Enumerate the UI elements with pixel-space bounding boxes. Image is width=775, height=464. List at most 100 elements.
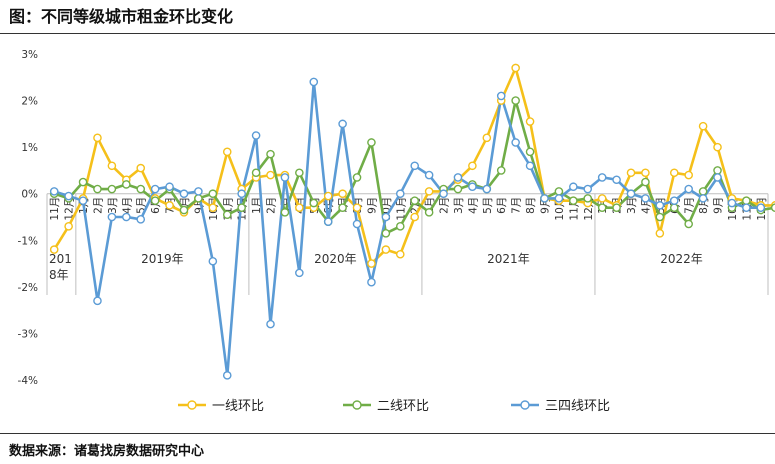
- data-point-series-3: [453, 173, 463, 182]
- data-point-series-3: [251, 131, 261, 140]
- data-point-series-2: [511, 96, 520, 105]
- data-point-series-3: [439, 189, 448, 199]
- data-point-series-2: [93, 184, 102, 194]
- data-point-series-1: [107, 161, 117, 171]
- data-point-series-2: [280, 208, 290, 217]
- x-tick-label: 2月: [266, 197, 278, 214]
- data-point-series-2: [525, 147, 535, 157]
- data-point-series-1: [295, 203, 304, 212]
- x-tick-label: 11月: [49, 197, 61, 221]
- data-point-series-1: [165, 201, 174, 210]
- data-point-series-3: [684, 184, 693, 194]
- data-point-series-3: [698, 194, 708, 203]
- y-tick-label: -3%: [18, 328, 38, 340]
- data-point-series-3: [511, 138, 520, 147]
- data-point-series-1: [49, 245, 59, 254]
- data-point-series-3: [424, 170, 434, 180]
- legend-swatch-marker: [352, 400, 362, 410]
- x-tick-label: 3月: [626, 197, 638, 214]
- data-point-series-2: [496, 166, 506, 175]
- data-point-series-2: [698, 187, 708, 196]
- data-point-series-2: [655, 212, 665, 222]
- x-tick-label: 12月: [64, 197, 76, 221]
- data-point-series-3: [612, 175, 621, 185]
- data-point-series-3: [367, 277, 376, 287]
- legend-label: 一线环比: [212, 399, 264, 414]
- data-point-series-2: [569, 196, 578, 205]
- data-point-series-1: [626, 168, 636, 178]
- data-point-series-1: [511, 63, 520, 73]
- x-tick-label: 7月: [684, 197, 696, 214]
- data-point-series-3: [309, 77, 319, 87]
- data-point-series-2: [352, 173, 362, 182]
- data-point-series-2: [583, 194, 593, 203]
- data-point-series-1: [713, 142, 722, 152]
- y-tick-label: 1%: [21, 142, 38, 154]
- year-label: 2021年: [487, 252, 530, 266]
- year-label: 2019年: [141, 252, 184, 266]
- data-point-series-3: [525, 161, 535, 171]
- data-point-series-3: [93, 296, 102, 306]
- data-point-series-2: [251, 168, 261, 178]
- data-point-series-2: [237, 203, 246, 212]
- year-label: 2020年: [314, 252, 357, 266]
- data-point-series-3: [323, 217, 333, 226]
- x-tick-label: 9月: [366, 197, 378, 214]
- data-point-series-2: [150, 196, 160, 205]
- data-point-series-3: [395, 189, 405, 199]
- y-tick-label: 3%: [21, 49, 38, 61]
- data-point-series-1: [424, 187, 434, 196]
- source-note: 数据来源：诸葛找房数据研究中心: [9, 444, 205, 459]
- data-point-series-3: [136, 215, 146, 224]
- data-point-series-2: [78, 177, 88, 187]
- data-point-series-1: [410, 212, 420, 222]
- x-tick-label: 2月: [92, 197, 104, 214]
- legend-swatch-marker: [520, 400, 530, 410]
- legend-label: 二线环比: [377, 399, 429, 414]
- data-point-series-3: [78, 196, 88, 205]
- data-point-series-3: [468, 182, 477, 192]
- data-point-series-1: [684, 170, 693, 180]
- data-point-series-1: [698, 121, 708, 131]
- data-point-series-2: [453, 184, 463, 194]
- data-point-series-3: [669, 196, 679, 205]
- data-point-series-1: [597, 194, 607, 203]
- data-point-series-2: [266, 149, 275, 159]
- data-point-series-2: [612, 203, 621, 212]
- y-tick-label: 0%: [21, 189, 38, 201]
- title-rule: [0, 33, 775, 34]
- x-tick-label: 11月: [395, 197, 407, 221]
- data-point-series-3: [756, 203, 766, 212]
- data-point-series-3: [208, 256, 218, 266]
- data-point-series-1: [482, 133, 492, 143]
- data-point-series-2: [222, 210, 232, 219]
- data-point-series-3: [597, 173, 607, 182]
- data-point-series-1: [525, 117, 535, 126]
- data-point-series-2: [554, 187, 564, 196]
- data-point-series-3: [583, 184, 593, 194]
- x-tick-label: 3月: [453, 197, 465, 214]
- x-tick-label: 7月: [511, 197, 523, 214]
- y-tick-label: 2%: [21, 96, 38, 108]
- data-point-series-3: [742, 203, 751, 212]
- data-point-series-2: [338, 203, 347, 212]
- data-point-series-2: [597, 203, 607, 212]
- data-point-series-3: [49, 187, 59, 196]
- data-point-series-2: [742, 196, 751, 205]
- x-tick-label: 3月: [107, 197, 119, 214]
- data-point-series-3: [569, 182, 578, 192]
- x-tick-label: 2月: [439, 197, 451, 214]
- data-point-series-3: [266, 319, 275, 329]
- data-point-series-3: [626, 189, 636, 199]
- data-point-series-1: [93, 133, 102, 143]
- data-point-series-1: [64, 222, 73, 231]
- data-point-series-1: [669, 168, 679, 178]
- data-point-series-1: [641, 168, 650, 178]
- y-tick-label: -4%: [18, 375, 38, 387]
- data-point-series-3: [352, 219, 362, 229]
- data-point-series-3: [280, 173, 290, 182]
- data-point-series-1: [266, 170, 275, 180]
- data-point-series-3: [381, 212, 391, 222]
- x-tick-label: 9月: [713, 197, 725, 214]
